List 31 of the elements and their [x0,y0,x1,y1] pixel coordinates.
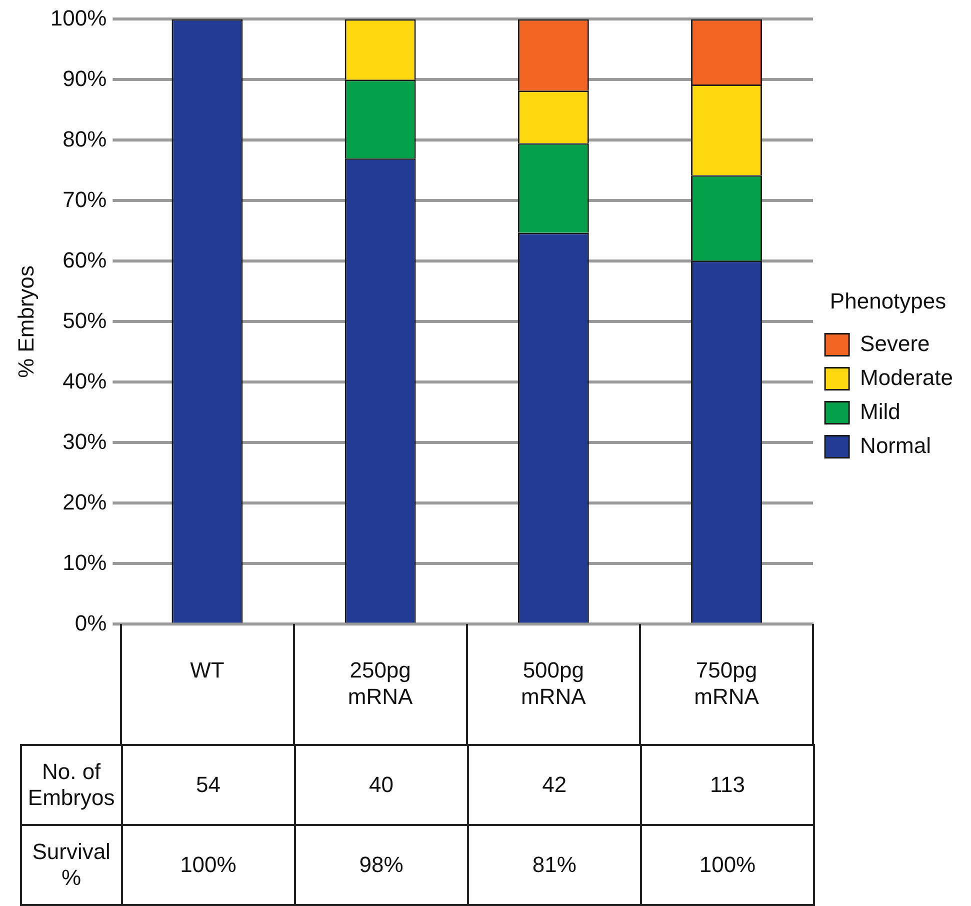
y-tick-label: 50% [62,308,107,333]
legend-label: Normal [860,432,931,458]
text: 100% [122,825,295,905]
text: Survival % [21,825,122,905]
legend-label: Moderate [860,364,954,390]
legend-label: Mild [860,398,900,424]
legend-label: Severe [860,330,930,356]
y-tick-label: 20% [62,489,107,514]
x-tick-label: 500pg mRNA [521,657,586,709]
text: 113 [640,745,814,825]
text: 98% [294,825,468,905]
text: 40 [294,745,468,825]
x-tick-label: 250pg mRNA [348,657,414,709]
y-tick-label: 30% [62,428,107,454]
y-tick-label: 80% [62,126,107,152]
y-tick-label: 100% [50,5,107,30]
y-tick-label: 40% [62,368,107,394]
text: 100% [640,825,814,905]
text: 81% [468,825,641,905]
y-tick-label: 10% [62,550,107,575]
text: No. of Embryos [21,745,122,825]
y-tick-label: 0% [74,610,107,636]
x-tick-label: WT [190,657,224,682]
y-axis-title: % Embryos [13,265,38,378]
text: 54 [122,745,295,825]
y-tick-label: 60% [62,247,107,272]
y-tick-label: 70% [62,186,107,212]
legend-title: Phenotypes [830,288,946,314]
y-tick-label: 90% [62,66,107,91]
x-tick-label: 750pg mRNA [694,657,760,709]
text: 42 [468,745,641,825]
